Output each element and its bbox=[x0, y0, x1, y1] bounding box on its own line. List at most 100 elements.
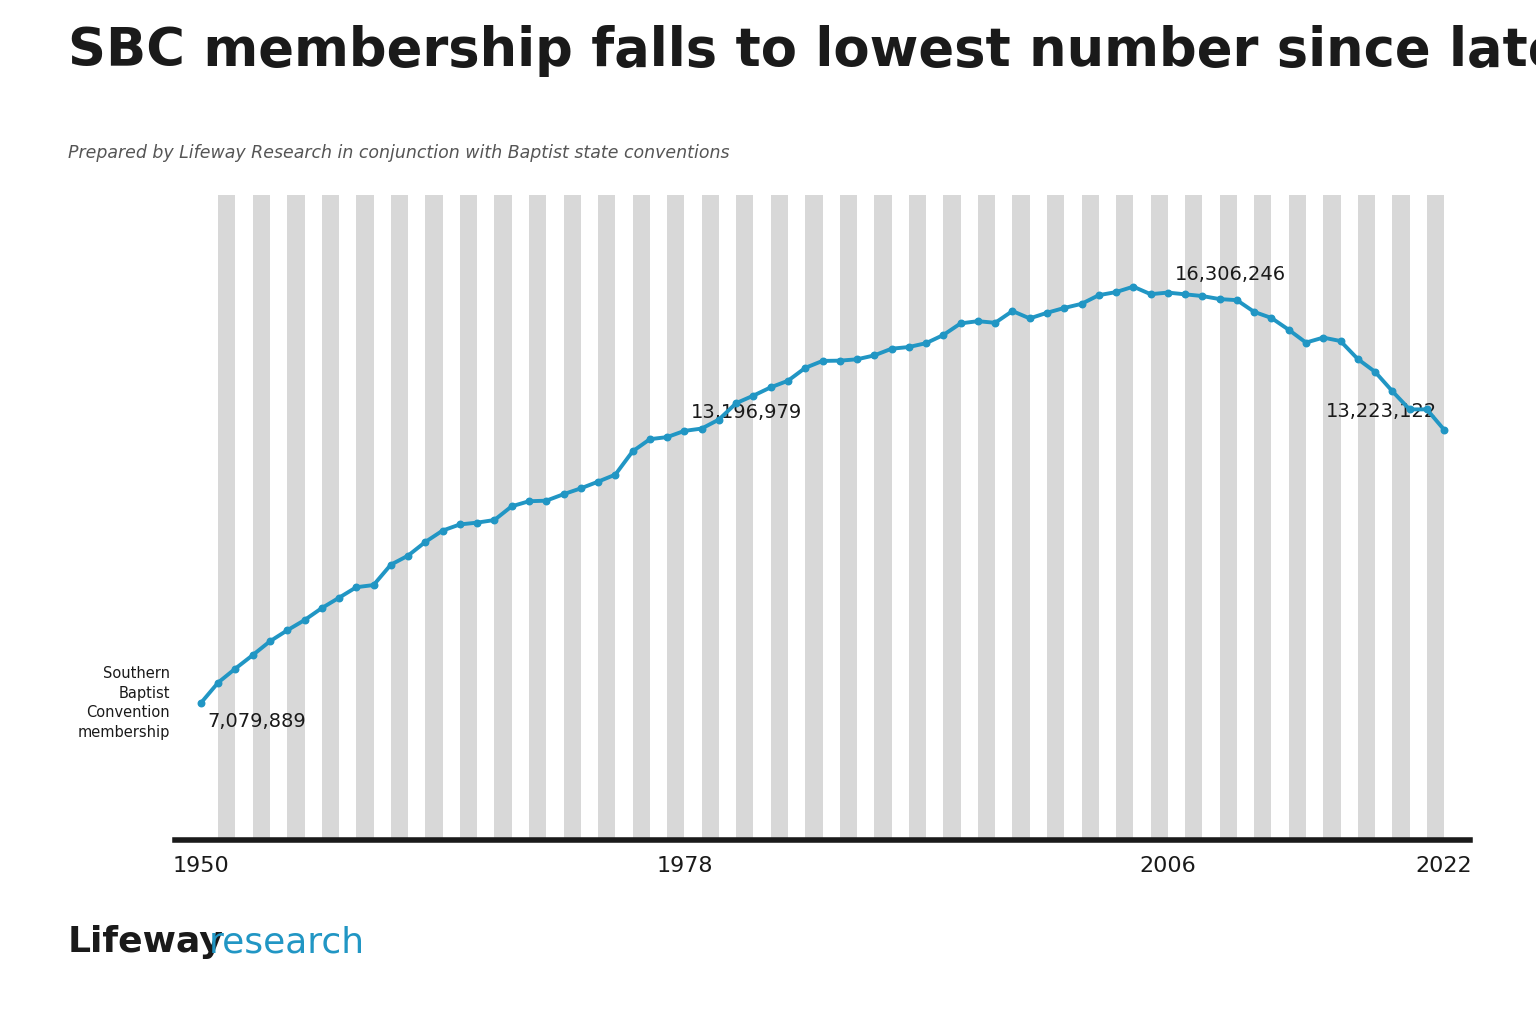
Text: research: research bbox=[209, 926, 366, 959]
Point bbox=[1243, 303, 1267, 320]
Bar bbox=[1220, 195, 1236, 840]
Bar bbox=[356, 195, 373, 840]
Bar bbox=[771, 195, 788, 840]
Point bbox=[551, 486, 576, 502]
Point bbox=[1362, 363, 1387, 380]
Text: SBC membership falls to lowest number since late 1970s: SBC membership falls to lowest number si… bbox=[68, 25, 1536, 77]
Point bbox=[499, 498, 524, 515]
Bar bbox=[840, 195, 857, 840]
Point bbox=[1190, 288, 1215, 304]
Point bbox=[690, 420, 714, 436]
Text: 16,306,246: 16,306,246 bbox=[1175, 265, 1286, 283]
Point bbox=[189, 695, 214, 712]
Point bbox=[1379, 383, 1404, 399]
Text: Lifeway: Lifeway bbox=[68, 926, 223, 959]
Bar bbox=[564, 195, 581, 840]
Bar bbox=[390, 195, 409, 840]
Point bbox=[447, 517, 472, 533]
Point bbox=[1310, 330, 1335, 346]
Text: Prepared by Lifeway Research in conjunction with Baptist state conventions: Prepared by Lifeway Research in conjunct… bbox=[68, 144, 730, 162]
Point bbox=[241, 647, 266, 663]
Point bbox=[723, 395, 748, 411]
Bar bbox=[1117, 195, 1134, 840]
Point bbox=[223, 661, 247, 677]
Bar bbox=[1012, 195, 1029, 840]
Point bbox=[361, 577, 386, 593]
Bar bbox=[528, 195, 547, 840]
Point bbox=[258, 633, 283, 650]
Point bbox=[327, 590, 352, 606]
Point bbox=[983, 315, 1008, 331]
Bar bbox=[253, 195, 270, 840]
Point bbox=[1069, 295, 1094, 312]
Point bbox=[1174, 286, 1198, 302]
Point bbox=[604, 467, 628, 483]
Point bbox=[430, 523, 455, 539]
Point bbox=[759, 380, 783, 396]
Bar bbox=[736, 195, 754, 840]
Bar bbox=[1186, 195, 1203, 840]
Point bbox=[292, 612, 316, 628]
Bar bbox=[978, 195, 995, 840]
Bar bbox=[459, 195, 478, 840]
Bar bbox=[943, 195, 960, 840]
Point bbox=[793, 359, 817, 376]
Point bbox=[1052, 299, 1077, 316]
Point bbox=[1224, 292, 1249, 309]
Point bbox=[809, 353, 834, 369]
Bar bbox=[1255, 195, 1272, 840]
Bar bbox=[633, 195, 650, 840]
Point bbox=[535, 492, 559, 509]
Text: Southern
Baptist
Convention
membership: Southern Baptist Convention membership bbox=[77, 666, 170, 740]
Bar bbox=[425, 195, 442, 840]
Bar bbox=[1048, 195, 1064, 840]
Point bbox=[897, 339, 922, 355]
Text: 13,223,122: 13,223,122 bbox=[1326, 402, 1438, 421]
Point bbox=[465, 515, 490, 531]
Point bbox=[862, 347, 886, 363]
Point bbox=[1086, 287, 1111, 303]
Point bbox=[1293, 335, 1318, 351]
Point bbox=[1329, 333, 1353, 349]
Bar bbox=[287, 195, 304, 840]
Point bbox=[413, 534, 438, 550]
Bar bbox=[598, 195, 616, 840]
Point bbox=[742, 388, 766, 404]
Point bbox=[482, 512, 507, 528]
Bar bbox=[321, 195, 339, 840]
Point bbox=[673, 423, 697, 439]
Point bbox=[1104, 284, 1129, 300]
Point bbox=[1207, 291, 1232, 308]
Point bbox=[1260, 310, 1284, 326]
Point bbox=[966, 313, 991, 329]
Point bbox=[275, 622, 300, 638]
Point bbox=[1121, 278, 1146, 294]
Point bbox=[845, 351, 869, 367]
Point bbox=[879, 341, 903, 357]
Bar bbox=[909, 195, 926, 840]
Point bbox=[1432, 421, 1456, 437]
Point bbox=[516, 493, 541, 510]
Text: 13,196,979: 13,196,979 bbox=[691, 403, 802, 422]
Point bbox=[914, 335, 938, 351]
Bar bbox=[1392, 195, 1410, 840]
Bar bbox=[1427, 195, 1444, 840]
Bar bbox=[1289, 195, 1306, 840]
Point bbox=[1017, 311, 1041, 327]
Bar bbox=[218, 195, 235, 840]
Bar bbox=[1358, 195, 1375, 840]
Point bbox=[828, 352, 852, 368]
Bar bbox=[495, 195, 511, 840]
Point bbox=[309, 600, 333, 616]
Point bbox=[1035, 304, 1060, 321]
Point bbox=[776, 373, 800, 389]
Point bbox=[568, 480, 593, 496]
Point bbox=[637, 431, 662, 448]
Point bbox=[1346, 351, 1370, 367]
Bar bbox=[1322, 195, 1341, 840]
Point bbox=[1276, 322, 1301, 338]
Bar bbox=[874, 195, 891, 840]
Text: 7,079,889: 7,079,889 bbox=[207, 712, 307, 731]
Bar bbox=[805, 195, 822, 840]
Point bbox=[1415, 401, 1439, 417]
